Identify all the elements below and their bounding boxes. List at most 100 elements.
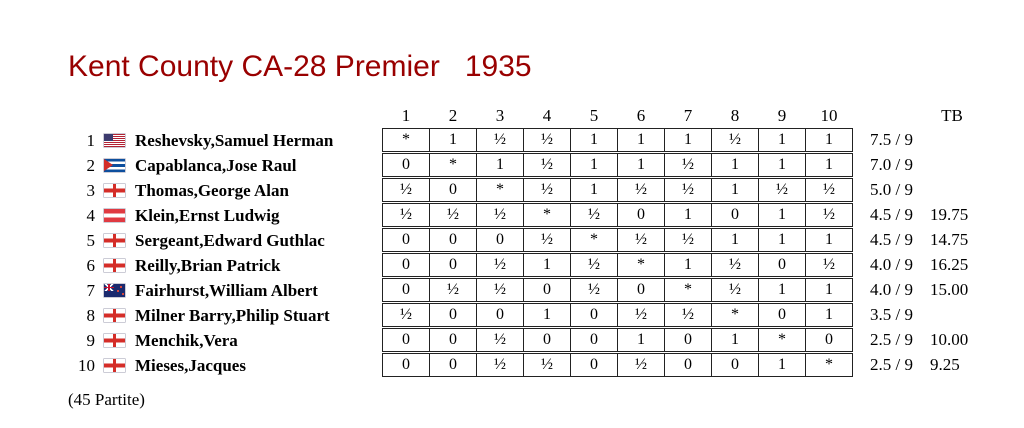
- result-cell: ½: [617, 178, 665, 202]
- result-cell: 0: [476, 303, 524, 327]
- result-cell: 0: [570, 328, 618, 352]
- result-cell: 0: [617, 203, 665, 227]
- result-cell: 0: [476, 228, 524, 252]
- result-cell: 0: [664, 353, 712, 377]
- score-value: 2.5 / 9: [870, 355, 913, 374]
- result-cell: ½: [805, 203, 853, 227]
- flag-eng-icon: [104, 184, 125, 197]
- result-cell: ½: [617, 228, 665, 252]
- result-cell: 1: [617, 328, 665, 352]
- flag-eng-icon: [104, 334, 125, 347]
- result-cell: *: [382, 128, 430, 152]
- round-header-4: 4: [542, 106, 552, 125]
- result-cell: ½: [476, 253, 524, 277]
- result-cell: 1: [711, 153, 759, 177]
- table-row: 5 Sergeant,Edward Guthlac 4.5 / 9 14.75 …: [0, 228, 1024, 253]
- result-cell: *: [711, 303, 759, 327]
- result-cell: 1: [570, 128, 618, 152]
- rank-number: 8: [86, 306, 96, 325]
- tiebreak-value: 19.75: [930, 205, 969, 224]
- tiebreak-value: 15.00: [930, 280, 969, 299]
- result-cell: 1: [758, 203, 806, 227]
- player-name: Fairhurst,William Albert: [135, 281, 318, 300]
- result-cell: 1: [805, 128, 853, 152]
- result-cell: 1: [758, 353, 806, 377]
- result-cell: 1: [758, 128, 806, 152]
- result-cell: 0: [429, 353, 477, 377]
- result-cell: ½: [429, 278, 477, 302]
- result-cell: ½: [476, 128, 524, 152]
- rank-number: 1: [86, 131, 96, 150]
- result-cell: ½: [664, 228, 712, 252]
- round-header-7: 7: [683, 106, 693, 125]
- round-headers: TB 1 2 3 4 5 6 7 8 9 10: [0, 104, 1024, 128]
- result-cell: 1: [664, 203, 712, 227]
- result-cell: ½: [476, 278, 524, 302]
- rank-number: 9: [86, 331, 96, 350]
- flag-eng-icon: [104, 309, 125, 322]
- tiebreak-value: 10.00: [930, 330, 969, 349]
- player-name: Menchik,Vera: [135, 331, 238, 350]
- score-value: 7.5 / 9: [870, 130, 913, 149]
- player-name: Reilly,Brian Patrick: [135, 256, 281, 275]
- player-name: Klein,Ernst Ludwig: [135, 206, 280, 225]
- round-header-5: 5: [589, 106, 599, 125]
- tiebreak-value: 9.25: [930, 355, 960, 374]
- result-cell: 0: [429, 178, 477, 202]
- result-cell: *: [429, 153, 477, 177]
- result-cell: ½: [664, 153, 712, 177]
- rank-number: 3: [86, 181, 96, 200]
- result-cell: 0: [523, 328, 571, 352]
- result-cell: ½: [382, 303, 430, 327]
- flag-nzl-icon: [104, 284, 125, 297]
- round-header-3: 3: [495, 106, 505, 125]
- result-cell: 1: [711, 328, 759, 352]
- result-cell: ½: [523, 353, 571, 377]
- result-cell: ½: [617, 353, 665, 377]
- flag-eng-icon: [104, 359, 125, 372]
- result-cell: 0: [523, 278, 571, 302]
- score-value: 5.0 / 9: [870, 180, 913, 199]
- score-value: 2.5 / 9: [870, 330, 913, 349]
- result-cell: ½: [570, 253, 618, 277]
- result-cell: 1: [523, 253, 571, 277]
- result-cell: *: [476, 178, 524, 202]
- result-cell: ½: [805, 253, 853, 277]
- player-name: Mieses,Jacques: [135, 356, 246, 375]
- result-cell: ½: [476, 353, 524, 377]
- result-cell: 0: [617, 278, 665, 302]
- result-cell: 1: [476, 153, 524, 177]
- rank-number: 5: [86, 231, 96, 250]
- result-cell: ½: [805, 178, 853, 202]
- player-name: Sergeant,Edward Guthlac: [135, 231, 325, 250]
- result-cell: *: [570, 228, 618, 252]
- score-value: 4.0 / 9: [870, 255, 913, 274]
- result-cell: *: [664, 278, 712, 302]
- result-cell: 1: [617, 128, 665, 152]
- result-cell: 0: [382, 253, 430, 277]
- rank-number: 7: [86, 281, 96, 300]
- result-cell: *: [805, 353, 853, 377]
- result-cell: 0: [758, 253, 806, 277]
- result-cell: 0: [664, 328, 712, 352]
- result-cell: 0: [382, 278, 430, 302]
- result-cell: 1: [805, 278, 853, 302]
- flag-aut-icon: [104, 209, 125, 222]
- flag-eng-icon: [104, 234, 125, 247]
- result-cell: 1: [711, 178, 759, 202]
- result-cell: 1: [523, 303, 571, 327]
- result-cell: 0: [429, 303, 477, 327]
- flag-cub-icon: [104, 159, 125, 172]
- tb-column-header: TB: [941, 106, 963, 125]
- result-cell: 1: [711, 228, 759, 252]
- rank-number: 10: [78, 356, 95, 375]
- result-cell: ½: [523, 153, 571, 177]
- round-header-9: 9: [777, 106, 787, 125]
- games-count-note: (45 Partite): [68, 390, 145, 409]
- result-cell: 0: [711, 353, 759, 377]
- result-cell: 1: [805, 153, 853, 177]
- round-header-6: 6: [636, 106, 646, 125]
